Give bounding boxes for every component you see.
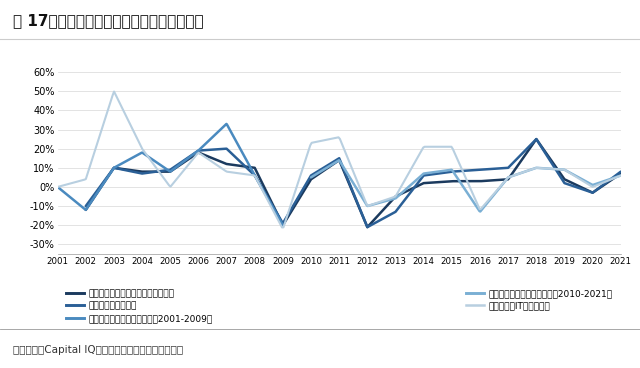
Text: 图 17：电子材料营收增速与半导体周期匹配: 图 17：电子材料营收增速与半导体周期匹配 xyxy=(13,13,204,28)
Legend: 东丽工业：信息传播材料与设备业务, 信越化工：半导体硅, 信越化工：电子与功能材料（2001-2009）, 信越化工：电子与功能材料（2010-2021）, 住: 东丽工业：信息传播材料与设备业务, 信越化工：半导体硅, 信越化工：电子与功能材… xyxy=(62,285,616,327)
Text: 资料来源：Capital IQ、企业公告、国泰君安证券研究: 资料来源：Capital IQ、企业公告、国泰君安证券研究 xyxy=(13,344,183,355)
